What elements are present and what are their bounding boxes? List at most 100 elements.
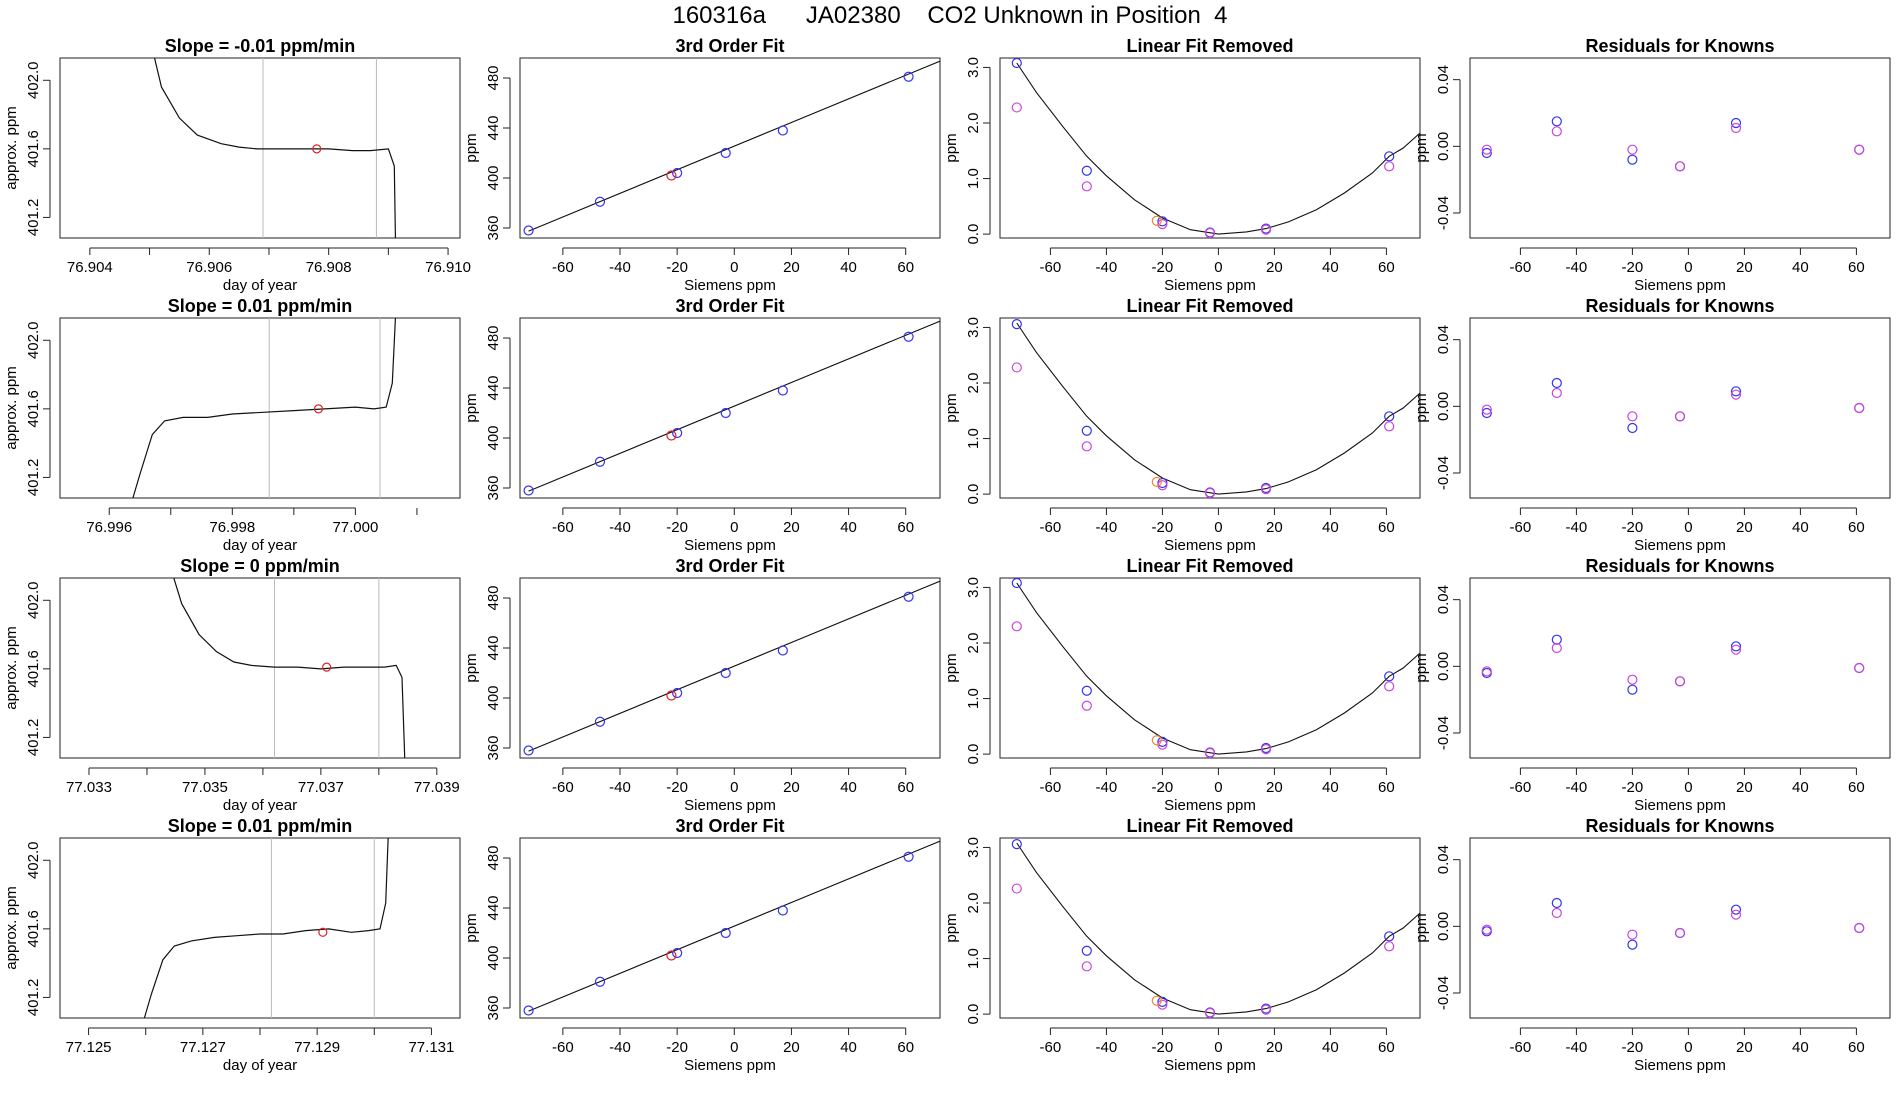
x-tick-label: 77.037	[298, 779, 344, 796]
point-knowns-fit	[1260, 224, 1272, 235]
panel-r2c3: Linear Fit Removed -60 -40 -20 0 20 40 60 Siemen…	[943, 296, 1421, 554]
y-tick-label: 2.0	[965, 893, 982, 914]
y-tick-label: 3.0	[965, 837, 982, 858]
x-tick-label: 77.000	[332, 519, 378, 536]
plot-frame	[1469, 317, 1891, 499]
point-knowns	[720, 927, 731, 939]
x-axis-label: Siemens ppm	[684, 1057, 776, 1074]
point-residuals-magenta	[1551, 126, 1562, 137]
point-residuals-magenta	[1481, 144, 1492, 155]
x-tick-label: 40	[1322, 779, 1339, 796]
point-knowns	[672, 687, 683, 699]
y-tick-label: 401.6	[25, 910, 42, 948]
point-knowns-fit	[1260, 1004, 1272, 1015]
x-axis-label: day of year	[223, 537, 297, 554]
x-tick-label: -40	[1096, 779, 1118, 796]
x-tick-label: 60	[1378, 1039, 1395, 1056]
x-tick-label: 20	[783, 519, 800, 536]
y-axis-label: approx. ppm	[3, 886, 20, 969]
x-tick-label: 76.910	[425, 259, 471, 276]
x-axis-label: day of year	[223, 1057, 297, 1074]
y-axis-label: ppm	[943, 393, 960, 422]
panel-title: Linear Fit Removed	[1126, 556, 1293, 576]
panel-r1c1: Slope = -0.01 ppm/min 76.904 76.906 76.908 7…	[3, 36, 471, 294]
y-tick-label: -0.04	[1435, 716, 1452, 750]
y-tick-label: 3.0	[965, 317, 982, 338]
plot-area	[523, 320, 940, 496]
y-tick-label: 480	[485, 585, 502, 610]
y-tick-label: 400	[485, 425, 502, 450]
point-knowns	[720, 147, 731, 159]
point-knowns	[1157, 736, 1168, 747]
x-tick-label: -20	[1152, 1039, 1174, 1056]
point-residuals-magenta	[1854, 402, 1865, 414]
y-tick-label: 0.04	[1435, 325, 1452, 354]
x-axis-label: Siemens ppm	[1164, 1057, 1256, 1074]
x-tick-label: -60	[1510, 779, 1532, 796]
point-knowns	[777, 125, 788, 136]
point-unknown	[666, 690, 677, 701]
y-tick-label: 400	[485, 945, 502, 970]
x-tick-label: -60	[1040, 1039, 1062, 1056]
y-tick-label: 402.0	[25, 322, 42, 360]
panel-title: 3rd Order Fit	[675, 816, 784, 836]
x-tick-label: 20	[1736, 1039, 1753, 1056]
x-tick-label: 77.129	[294, 1039, 340, 1056]
panel-title: Residuals for Knowns	[1585, 36, 1774, 56]
plot-area	[523, 580, 940, 756]
y-tick-label: 400	[485, 165, 502, 190]
x-tick-label: 0	[1684, 519, 1692, 536]
panel-r3c1: Slope = 0 ppm/min 77.033 77.035 77.037 77.03…	[3, 556, 461, 814]
plot-frame	[999, 577, 1421, 759]
plot-area	[523, 60, 940, 236]
x-tick-label: 40	[1322, 1039, 1339, 1056]
point-residuals-blue	[1730, 117, 1742, 129]
point-knowns-fit	[1204, 487, 1216, 498]
y-tick-label: 440	[485, 375, 502, 400]
y-tick-label: 0.00	[1435, 652, 1452, 681]
fit-curve	[1016, 62, 1420, 235]
panel-r2c2: 3rd Order Fit -60 -40 -20 0 20 40 60 Siemens ppm…	[463, 296, 941, 554]
y-tick-label: 401.2	[25, 979, 42, 1017]
y-axis-label: ppm	[1413, 653, 1430, 682]
x-tick-label: 60	[1848, 259, 1865, 276]
point-knowns-fit	[1157, 480, 1168, 491]
fit-curve	[528, 60, 940, 232]
x-tick-label: 0	[1214, 259, 1222, 276]
x-tick-label: 60	[1848, 779, 1865, 796]
point-residuals-magenta	[1730, 644, 1742, 655]
y-tick-label: 480	[485, 325, 502, 350]
y-axis-label: approx. ppm	[3, 626, 20, 709]
point-knowns	[672, 947, 683, 959]
series-line	[132, 318, 397, 498]
point-knowns	[1081, 685, 1092, 696]
point-residuals-magenta	[1627, 674, 1638, 685]
x-tick-label: 0	[1214, 1039, 1222, 1056]
x-axis-label: day of year	[223, 797, 297, 814]
point-knowns	[903, 851, 914, 862]
y-axis-label: ppm	[463, 133, 480, 162]
plot-frame	[59, 577, 461, 759]
x-tick-label: -60	[1510, 519, 1532, 536]
point-knowns	[594, 196, 606, 207]
y-tick-label: 0.00	[1435, 912, 1452, 941]
point-residuals-magenta	[1730, 389, 1742, 400]
point-knowns-fit	[1204, 227, 1216, 238]
x-tick-label: 20	[1736, 259, 1753, 276]
point-residuals-magenta	[1551, 642, 1562, 654]
y-tick-label: 0.00	[1435, 392, 1452, 421]
y-tick-label: 401.6	[25, 390, 42, 428]
y-tick-label: 0.04	[1435, 65, 1452, 94]
point-knowns	[1011, 578, 1022, 589]
point-residuals-magenta	[1674, 676, 1686, 687]
plot-frame	[1469, 837, 1891, 1019]
point-knowns	[523, 745, 534, 756]
x-tick-label: 0	[730, 519, 738, 536]
x-tick-label: -40	[609, 519, 631, 536]
panel-r3c2: 3rd Order Fit -60 -40 -20 0 20 40 60 Siemens ppm…	[463, 556, 941, 814]
x-tick-label: -60	[552, 519, 574, 536]
point-knowns-fit	[1011, 102, 1022, 113]
point-knowns	[1011, 839, 1022, 850]
x-tick-label: -40	[609, 259, 631, 276]
point-knowns	[720, 407, 731, 419]
